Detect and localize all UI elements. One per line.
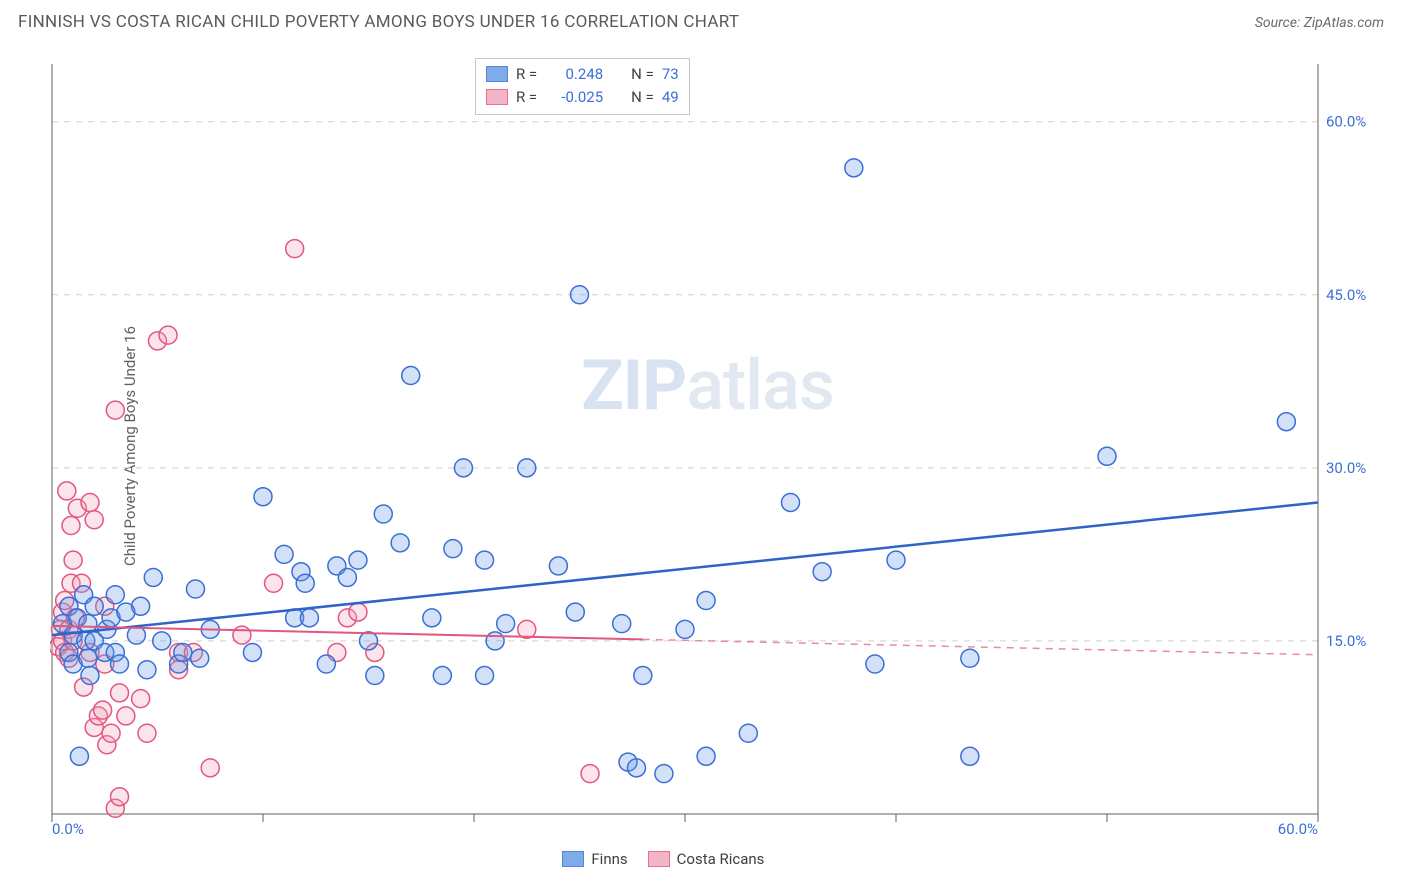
legend-r-label: R = [516, 63, 537, 86]
legend-item-finns: Finns [562, 850, 627, 868]
legend-r-finns: 0.248 [545, 63, 603, 86]
legend-n-finns: 73 [662, 63, 679, 86]
swatch-costa [486, 89, 508, 105]
legend-n-costa: 49 [662, 86, 679, 109]
watermark: ZIPatlas [581, 345, 834, 427]
source-prefix: Source: [1255, 15, 1304, 31]
svg-text:30.0%: 30.0% [1326, 459, 1366, 477]
series-legend: Finns Costa Ricans [562, 850, 764, 868]
scatter-chart: 15.0% 30.0% 45.0% 60.0% 0.0% 60.0% [50, 58, 1378, 834]
legend-label-costa: Costa Ricans [677, 850, 765, 868]
legend-r-label: R = [516, 86, 537, 109]
source-name: ZipAtlas.com [1304, 15, 1384, 31]
svg-text:45.0%: 45.0% [1326, 286, 1366, 304]
legend-n-label: N = [631, 63, 654, 86]
legend-label-finns: Finns [591, 850, 627, 868]
legend-r-costa: -0.025 [545, 86, 603, 109]
svg-text:0.0%: 0.0% [52, 820, 84, 834]
watermark-atlas: atlas [686, 345, 834, 427]
legend-row-finns: R = 0.248 N = 73 [486, 63, 679, 86]
watermark-zip: ZIP [581, 345, 686, 427]
chart-source: Source: ZipAtlas.com [1255, 15, 1384, 31]
swatch-finns [486, 66, 508, 82]
chart-title: FINNISH VS COSTA RICAN CHILD POVERTY AMO… [18, 12, 739, 32]
swatch-finns [562, 851, 584, 867]
svg-text:60.0%: 60.0% [1326, 113, 1366, 131]
svg-text:60.0%: 60.0% [1278, 820, 1318, 834]
correlation-legend: R = 0.248 N = 73 R = -0.025 N = 49 [475, 58, 690, 115]
legend-row-costa: R = -0.025 N = 49 [486, 86, 679, 109]
legend-n-label: N = [631, 86, 654, 109]
swatch-costa [648, 851, 670, 867]
legend-item-costa: Costa Ricans [648, 850, 765, 868]
svg-text:15.0%: 15.0% [1326, 632, 1366, 650]
plot-area: 15.0% 30.0% 45.0% 60.0% 0.0% 60.0% ZIPatlas R… [50, 58, 1378, 834]
